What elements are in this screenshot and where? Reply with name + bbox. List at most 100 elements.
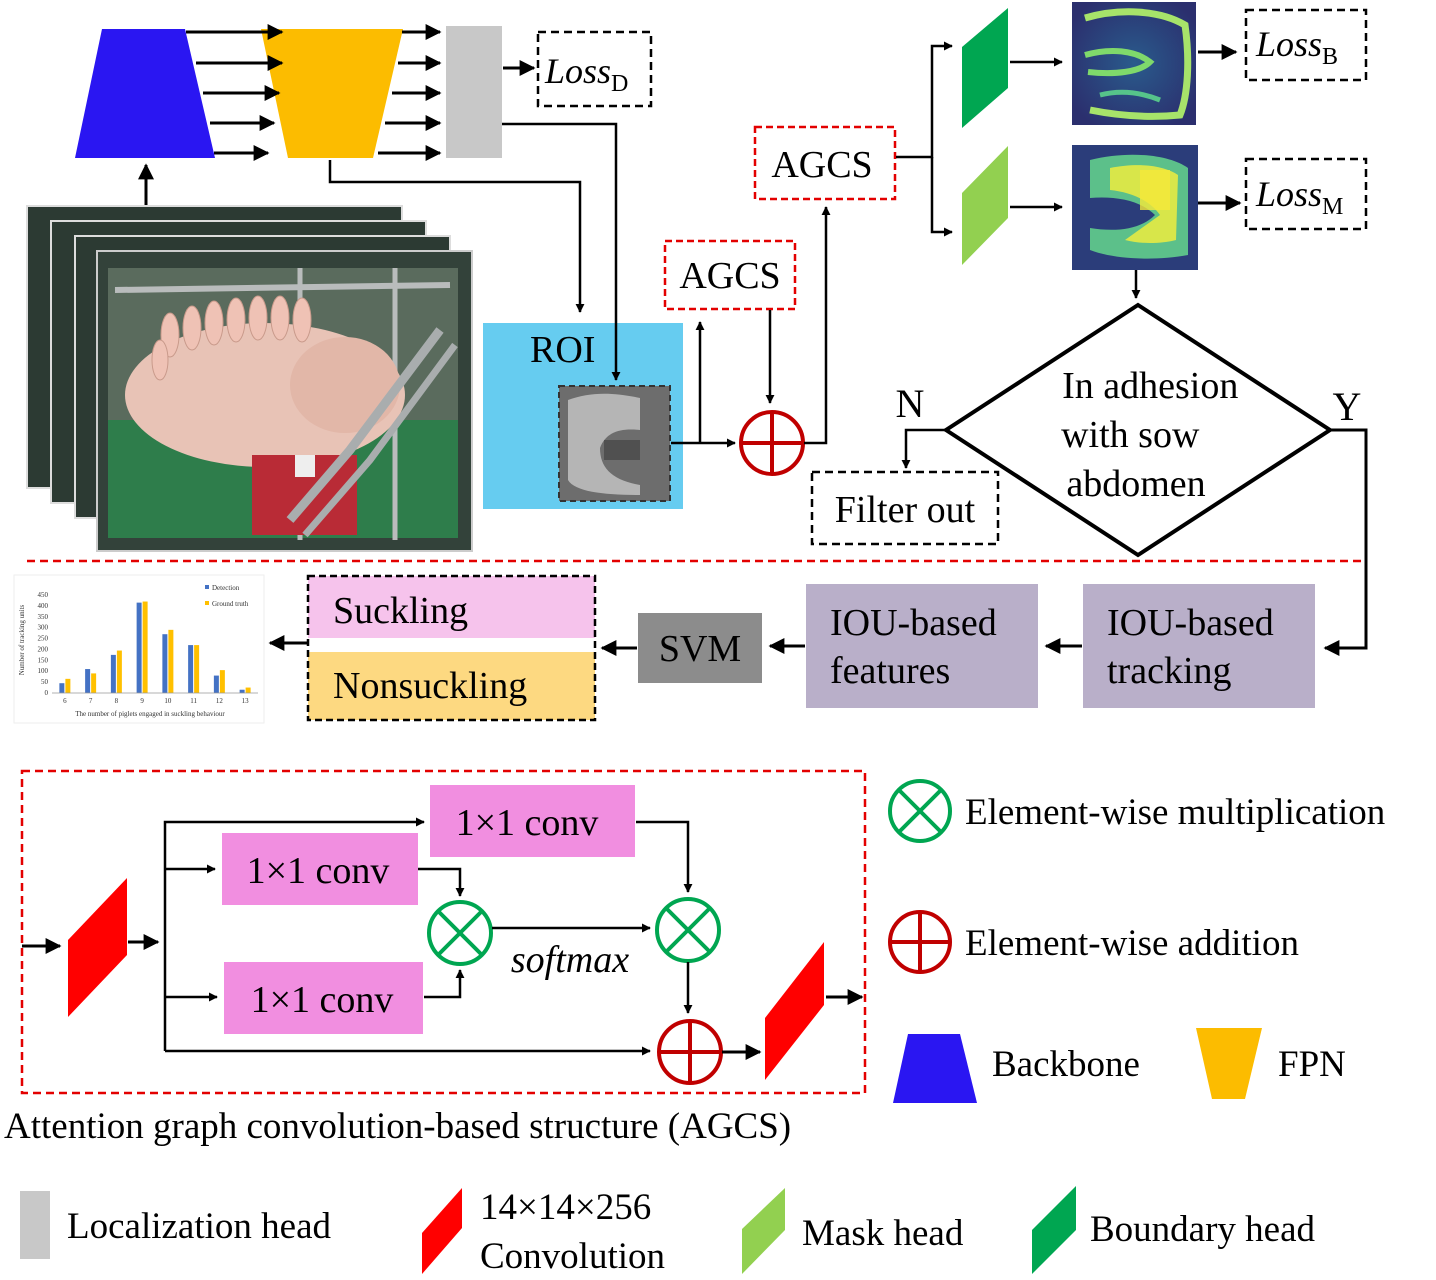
legend-backbone: Backbone <box>893 1034 1140 1103</box>
add-to-agcs-arrow <box>804 206 831 445</box>
chart-ylabel: Number of tracking units <box>18 604 26 675</box>
roi-feature-map <box>558 385 671 502</box>
chart-xtick-label: 7 <box>89 697 93 705</box>
agcs-mid-label: AGCS <box>679 255 780 297</box>
boundary-heatmap <box>1072 2 1196 125</box>
decision-text: In adhesion with sow abdomen <box>1061 365 1248 505</box>
agcs-top-label: AGCS <box>771 144 872 186</box>
agcs-mult-symbol-2 <box>655 897 721 963</box>
conv-top-label: 1×1 conv <box>456 802 599 844</box>
fpn-to-roi-arrow <box>328 160 585 313</box>
legend-backbone-label: Backbone <box>992 1044 1140 1085</box>
chart-bar <box>213 675 219 693</box>
localization-head <box>446 26 502 158</box>
boundary-head-shape <box>962 8 1008 128</box>
chart-xtick-label: 9 <box>140 697 144 705</box>
chart-bar <box>219 670 225 693</box>
chart-bar <box>194 645 200 693</box>
boundary-head-icon <box>1032 1186 1076 1274</box>
chart-ytick-label: 400 <box>38 602 49 610</box>
chart-ytick-label: 150 <box>38 656 49 664</box>
chart-bar <box>65 678 71 693</box>
legend-conv-label: 14×14×256 Convolution <box>480 1187 665 1277</box>
iou-features-label: IOU-based features <box>830 602 1006 692</box>
chart-bar <box>162 634 168 693</box>
fpn-block <box>261 29 403 158</box>
loss-d-label: LossD <box>544 51 628 97</box>
conv-bottom-box <box>224 962 423 1034</box>
localization-head-icon <box>20 1191 50 1259</box>
chart-ytick-label: 50 <box>41 678 49 686</box>
suckling-box <box>308 576 595 638</box>
chart-ytick-label: 350 <box>38 613 49 621</box>
backbone-to-fpn-arrows <box>186 24 284 161</box>
filter-out-box <box>810 470 1000 546</box>
nonsuckling-box <box>308 652 595 720</box>
chart-bar <box>116 650 122 693</box>
agcs-detail-frame <box>20 769 867 1095</box>
loss-m-label: LossM <box>1255 174 1343 220</box>
chart-y-axis: 0 50 100 150 200 250 300 350 400 450 <box>38 591 49 697</box>
head-to-roi-feature-arrow <box>502 122 621 381</box>
chart-bars <box>59 601 251 693</box>
chart-bar <box>168 629 174 693</box>
chart-ytick-label: 200 <box>38 645 49 653</box>
legend-localization-label: Localization head <box>67 1206 332 1247</box>
fpn-trapezoid <box>261 29 403 158</box>
suckling-label: Suckling <box>333 590 468 632</box>
agcs-to-boundary-arrow <box>896 41 953 159</box>
legend-mask-label: Mask head <box>802 1213 964 1254</box>
mid-conv-to-mult-arrow <box>418 867 465 897</box>
mask-heatmap <box>1072 145 1198 270</box>
legend-conv: 14×14×256 Convolution <box>422 1187 665 1277</box>
agcs-output-feature <box>765 942 824 1080</box>
agcs-to-mask-arrow <box>930 157 953 237</box>
mask-head-icon <box>742 1188 785 1274</box>
legend-boundary: Boundary head <box>1032 1186 1316 1274</box>
adhesion-decision-diamond <box>942 302 1334 558</box>
chart-bar <box>245 687 251 693</box>
agcs-mid-box <box>663 239 797 311</box>
bottom-conv-to-mult-arrow <box>424 969 465 999</box>
legend-fpn: FPN <box>1196 1028 1346 1099</box>
legend-localization: Localization head <box>20 1191 332 1259</box>
split-to-top-conv-arrow <box>163 817 425 1051</box>
svm-box <box>638 613 762 683</box>
chart-bar <box>239 689 245 693</box>
chart-ytick-label: 0 <box>45 689 49 697</box>
chart-ytick-label: 450 <box>38 591 49 599</box>
legend-add: Element-wise addition <box>888 910 1299 974</box>
backbone-trapezoid <box>75 29 215 158</box>
fpn-icon <box>1196 1028 1262 1099</box>
backbone-icon <box>893 1034 977 1103</box>
nonsuckling-label: Nonsuckling <box>333 665 527 707</box>
legend-mask: Mask head <box>742 1188 964 1274</box>
filter-out-label: Filter out <box>835 489 976 531</box>
chart-xlabel: The number of piglets engaged in sucklin… <box>75 710 225 718</box>
yes-to-tracking-arrow <box>1323 428 1368 656</box>
chart-bar <box>91 673 97 693</box>
iou-features-box <box>806 584 1038 708</box>
chart-xtick-label: 6 <box>63 697 67 705</box>
chart-ytick-label: 100 <box>38 667 49 675</box>
loss-b-label: LossB <box>1255 24 1338 70</box>
legend-mult-label: Element-wise multiplication <box>965 792 1385 833</box>
chart-xtick-label: 10 <box>164 697 172 705</box>
chart-legend: Detection Ground truth <box>205 584 249 608</box>
legend-label-ground-truth: Ground truth <box>212 600 249 608</box>
chart-ytick-label: 300 <box>38 624 49 632</box>
roi-label: ROI <box>530 329 595 371</box>
chart-xtick-label: 11 <box>190 697 197 705</box>
backbone-block <box>75 29 215 158</box>
fpn-to-head-arrows <box>378 24 442 161</box>
agcs-add-symbol <box>657 1019 723 1085</box>
no-label: N <box>896 381 925 426</box>
chart-bar <box>85 669 91 693</box>
no-to-filter-arrow <box>901 428 946 469</box>
legend-fpn-label: FPN <box>1278 1044 1346 1085</box>
iou-tracking-box <box>1083 584 1315 708</box>
legend-label-detection: Detection <box>212 584 240 592</box>
chart-bar <box>142 601 148 693</box>
svm-label: SVM <box>659 628 741 670</box>
sow-pen-image <box>96 250 473 552</box>
